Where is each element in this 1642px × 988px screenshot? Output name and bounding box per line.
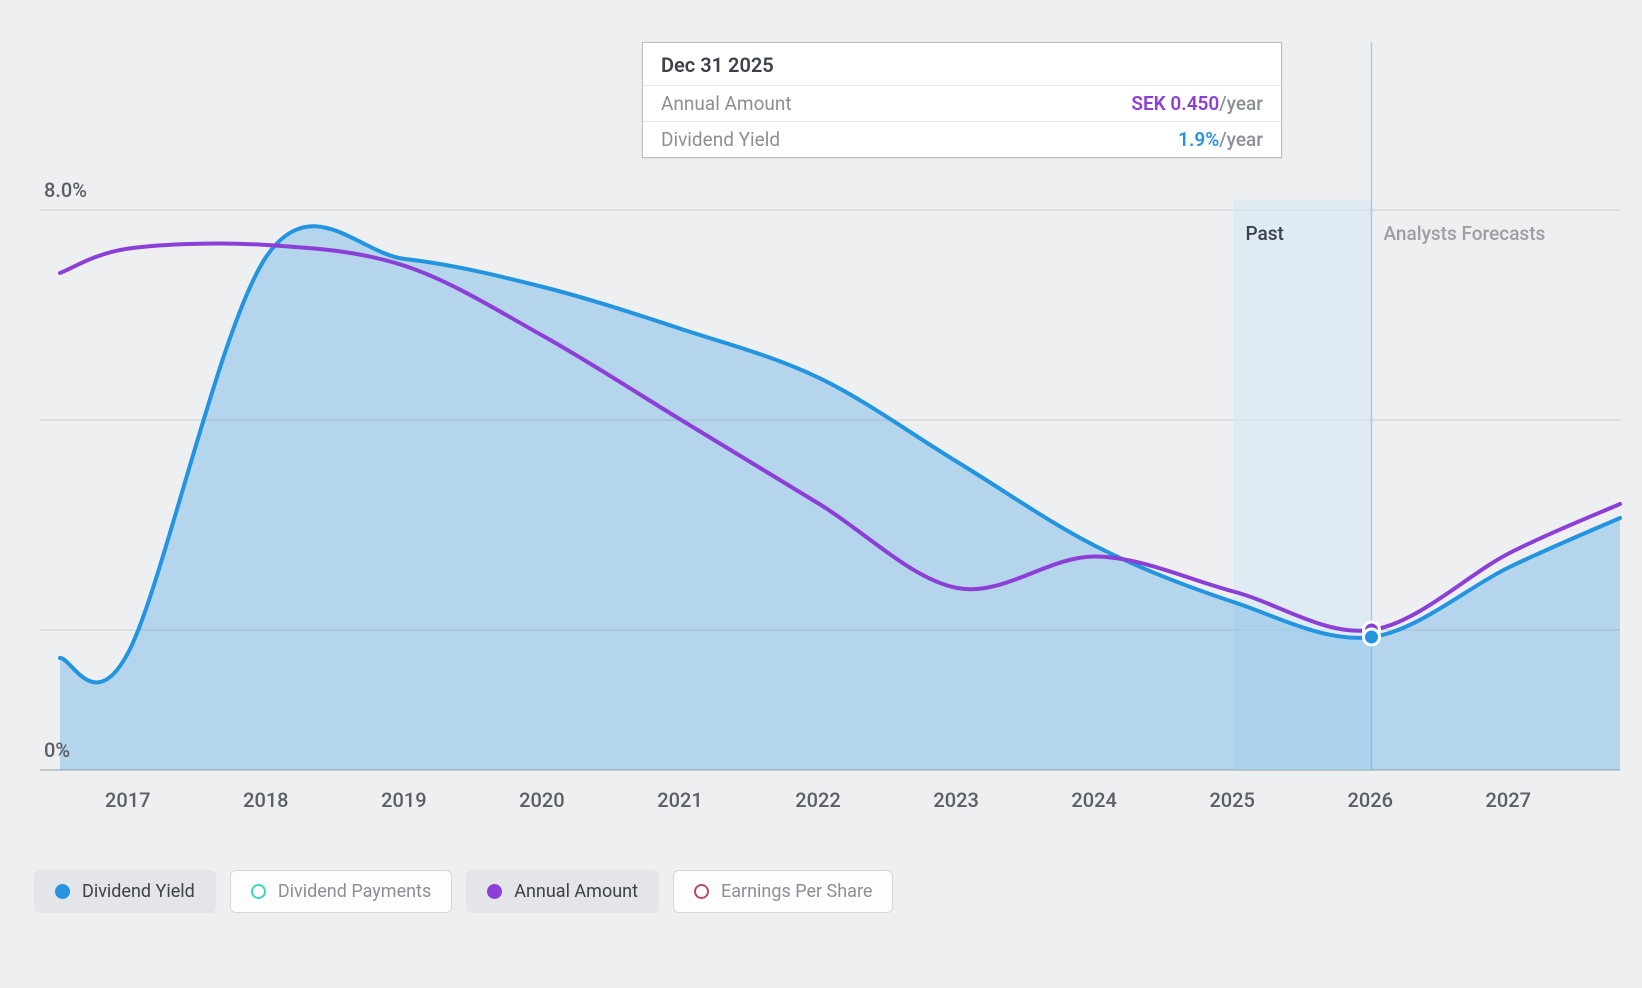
x-tick-2024: 2024 xyxy=(1071,788,1116,812)
legend-item-dividend_payments[interactable]: Dividend Payments xyxy=(230,870,452,913)
x-tick-2018: 2018 xyxy=(243,788,288,812)
dot-icon xyxy=(487,884,502,899)
tooltip-row: Dividend Yield 1.9%/year xyxy=(643,121,1281,157)
tooltip-row-value: SEK 0.450/year xyxy=(1131,92,1263,115)
tooltip-row-label: Dividend Yield xyxy=(661,128,780,151)
legend-label: Earnings Per Share xyxy=(721,881,872,902)
dot-icon xyxy=(55,884,70,899)
tooltip-date: Dec 31 2025 xyxy=(643,43,1281,85)
legend-label: Dividend Payments xyxy=(278,881,431,902)
x-tick-2017: 2017 xyxy=(105,788,150,812)
legend-item-annual_amount[interactable]: Annual Amount xyxy=(466,870,659,913)
tooltip-row: Annual Amount SEK 0.450/year xyxy=(643,85,1281,121)
chart-tooltip: Dec 31 2025 Annual Amount SEK 0.450/year D… xyxy=(642,42,1282,158)
x-tick-2021: 2021 xyxy=(657,788,702,812)
x-tick-2025: 2025 xyxy=(1209,788,1254,812)
tooltip-row-value: 1.9%/year xyxy=(1178,128,1263,151)
x-tick-2019: 2019 xyxy=(381,788,426,812)
y-axis-label-zero: 0% xyxy=(44,738,70,762)
x-tick-2026: 2026 xyxy=(1348,788,1393,812)
chart-legend: Dividend Yield Dividend Payments Annual Am… xyxy=(34,870,893,913)
dividend-yield-area xyxy=(60,226,1620,770)
x-tick-2020: 2020 xyxy=(519,788,564,812)
dividend-chart: 8.0% 0% Past Analysts Forecasts 2017 2018… xyxy=(0,0,1642,988)
ring-icon xyxy=(251,884,266,899)
region-label-forecast: Analysts Forecasts xyxy=(1384,222,1546,245)
region-label-past: Past xyxy=(1245,222,1283,245)
x-tick-2022: 2022 xyxy=(795,788,840,812)
ring-icon xyxy=(694,884,709,899)
marker-dividend-yield xyxy=(1364,629,1380,645)
x-tick-2023: 2023 xyxy=(933,788,978,812)
y-axis-label-max: 8.0% xyxy=(44,178,87,202)
x-tick-2027: 2027 xyxy=(1486,788,1531,812)
legend-label: Annual Amount xyxy=(514,881,638,902)
legend-item-dividend_yield[interactable]: Dividend Yield xyxy=(34,870,216,913)
legend-label: Dividend Yield xyxy=(82,881,195,902)
tooltip-row-label: Annual Amount xyxy=(661,92,792,115)
legend-item-eps[interactable]: Earnings Per Share xyxy=(673,870,893,913)
